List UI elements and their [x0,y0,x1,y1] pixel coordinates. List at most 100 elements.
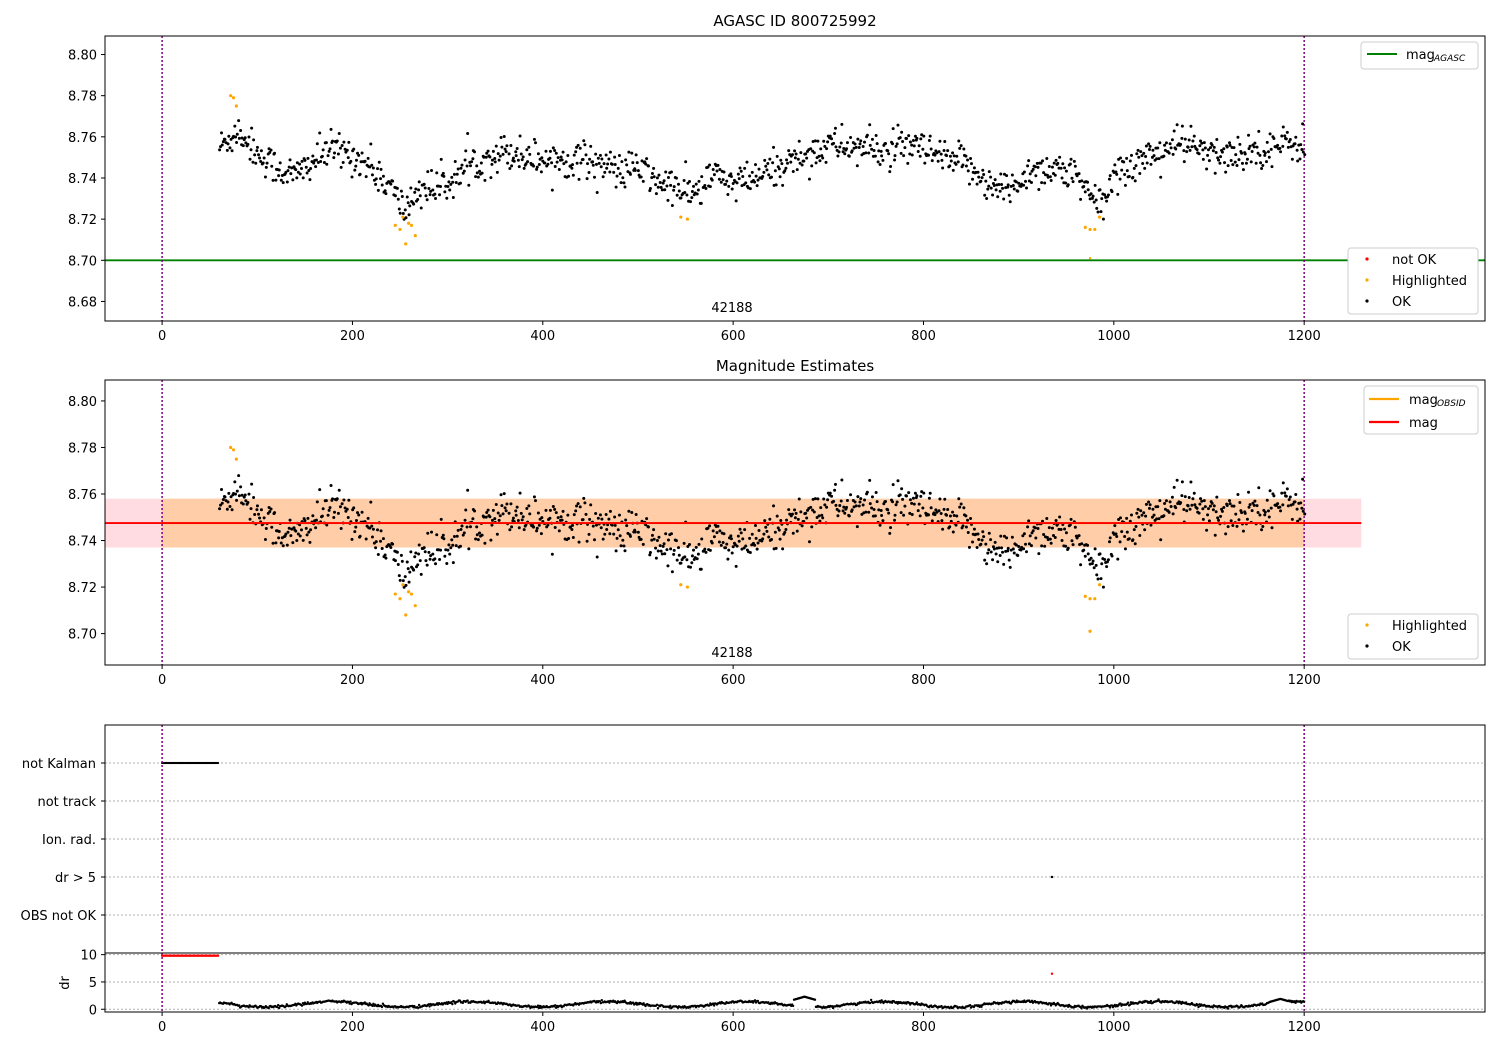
panel4-black-point [1110,1004,1114,1007]
panel2-ok-point-527 [719,543,723,547]
panel2-ok-point-119 [331,497,335,501]
panel1-ok-point-807 [986,187,990,191]
panel2-ok-point-961 [1132,528,1136,532]
panel2-ok-point-102 [314,518,318,522]
panel2-ok-point-401 [599,526,603,530]
panel1-ok-point-330 [532,164,536,168]
panel2-ok-point-304 [507,511,511,515]
panel1-ok-point-697 [881,158,885,162]
panel4-black-point [756,999,760,1003]
panel1-ok-point-31 [247,135,251,139]
panel1-ok-point-359 [559,155,563,159]
panel2-ok-point-829 [1006,546,1010,550]
panel2-ok-point-806 [985,562,989,566]
panel1-ok-point-1091 [1256,151,1260,155]
panel1-ok-point-109 [321,148,325,152]
panel1-ok-point-257 [462,169,466,173]
panel1-ok-point-224 [431,188,435,192]
panel2-ok-point-1019 [1187,496,1191,500]
panel1-ok-point-609 [797,139,801,143]
panel2-ok-point-454 [650,538,654,542]
panel1-ok-point-64 [278,161,282,165]
panel1-ok-point-106 [319,160,323,164]
panel1-ok-point-639 [826,140,830,144]
panel2-legend-point-label-0: Highlighted [1392,619,1467,634]
panel1-ok-point-1127 [1290,157,1294,161]
panel2-ok-point-268 [473,509,477,513]
panel2-ok-point-1012 [1180,480,1184,484]
panel2-highlighted-point-14 [1093,597,1097,601]
panel1-ok-point-485 [679,196,683,200]
panel1-ok-point-969 [1140,154,1144,158]
panel1-ok-point-1102 [1266,150,1270,154]
panel1-ok-point-316 [518,134,522,138]
panel2-ok-point-596 [785,518,789,522]
panel1-ok-point-885 [1060,176,1064,180]
panel1-ok-point-867 [1043,181,1047,185]
panel2-ok-point-1025 [1193,503,1197,507]
panel1-ok-point-1106 [1270,165,1274,169]
panel2-ok-point-816 [994,552,998,556]
panel2-ok-point-121 [333,510,337,514]
panel2-ok-point-807 [986,551,990,555]
panel1-ok-point-516 [708,185,712,189]
panel2-ok-point-748 [929,506,933,510]
panel1-ok-point-108 [320,154,324,158]
panel2-ok-point-49 [264,527,268,531]
panel2-ok-point-58 [273,511,277,515]
panel2-ok-point-468 [663,552,667,556]
panel2-ok-point-564 [754,536,758,540]
panel1-ok-point-776 [956,160,960,164]
panel1-ok-point-729 [911,139,915,143]
panel2-ok-point-1115 [1279,509,1283,513]
panel1-ok-point-1000 [1169,146,1173,150]
panel1-ok-point-136 [347,140,351,144]
panel1-ok-point-125 [336,152,340,156]
panel2-ok-point-1001 [1170,495,1174,499]
panel2-ok-point-534 [726,557,730,561]
panel1-ok-point-539 [730,187,734,191]
panel1-ok-point-631 [818,159,822,163]
panel1-ok-point-857 [1033,165,1037,169]
panel2-ok-point-313 [515,505,519,509]
panel1-ok-point-1124 [1287,140,1291,144]
panel1-ok-point-241 [447,180,451,184]
panel1-ok-point-612 [800,163,804,167]
panel2-highlighted-point-6 [404,613,408,617]
panel1-ok-point-598 [787,149,791,153]
panel1-ok-point-596 [785,158,789,162]
panel2-ok-point-67 [281,544,285,548]
panel1-ok-point-999 [1168,142,1172,146]
panel2-data-points [105,380,1362,665]
panel1-ok-point-86 [299,167,303,171]
panel1-ok-point-223 [430,168,434,172]
panel2-ok-point-440 [636,530,640,534]
panel2-ok-point-1057 [1224,532,1228,536]
panel2-ok-point-371 [571,523,575,527]
panel1-ok-point-418 [615,174,619,178]
panel3-flag-point [216,761,220,765]
panel1-ok-point-84 [298,162,302,166]
panel2-legend-point-label-1: OK [1392,640,1411,655]
panel2-ok-point-532 [724,546,728,550]
panel1-ok-point-1051 [1218,161,1222,165]
panel2-ok-point-847 [1024,542,1028,546]
panel2-ok-point-338 [539,532,543,536]
panel2-ok-point-1118 [1281,481,1285,485]
panel1-ok-point-987 [1157,157,1161,161]
panel2-ok-point-1023 [1191,497,1195,501]
panel1-ok-point-899 [1073,164,1077,168]
panel2-ok-point-636 [823,503,827,507]
panel2-ok-point-809 [987,531,991,535]
panel2-ok-point-653 [839,499,843,503]
panel1-ok-point-457 [652,175,656,179]
panel1-ok-point-557 [748,174,752,178]
panel1-ok-point-905 [1079,197,1083,201]
panel2-ok-point-519 [711,529,715,533]
panel2-ok-point-6 [223,495,227,499]
panel2-ok-point-1085 [1250,509,1254,513]
panel1-ok-point-374 [574,150,578,154]
panel1-ok-point-654 [840,122,844,126]
panel1-ok-point-1035 [1202,141,1206,145]
panel1-ok-point-595 [784,166,788,170]
